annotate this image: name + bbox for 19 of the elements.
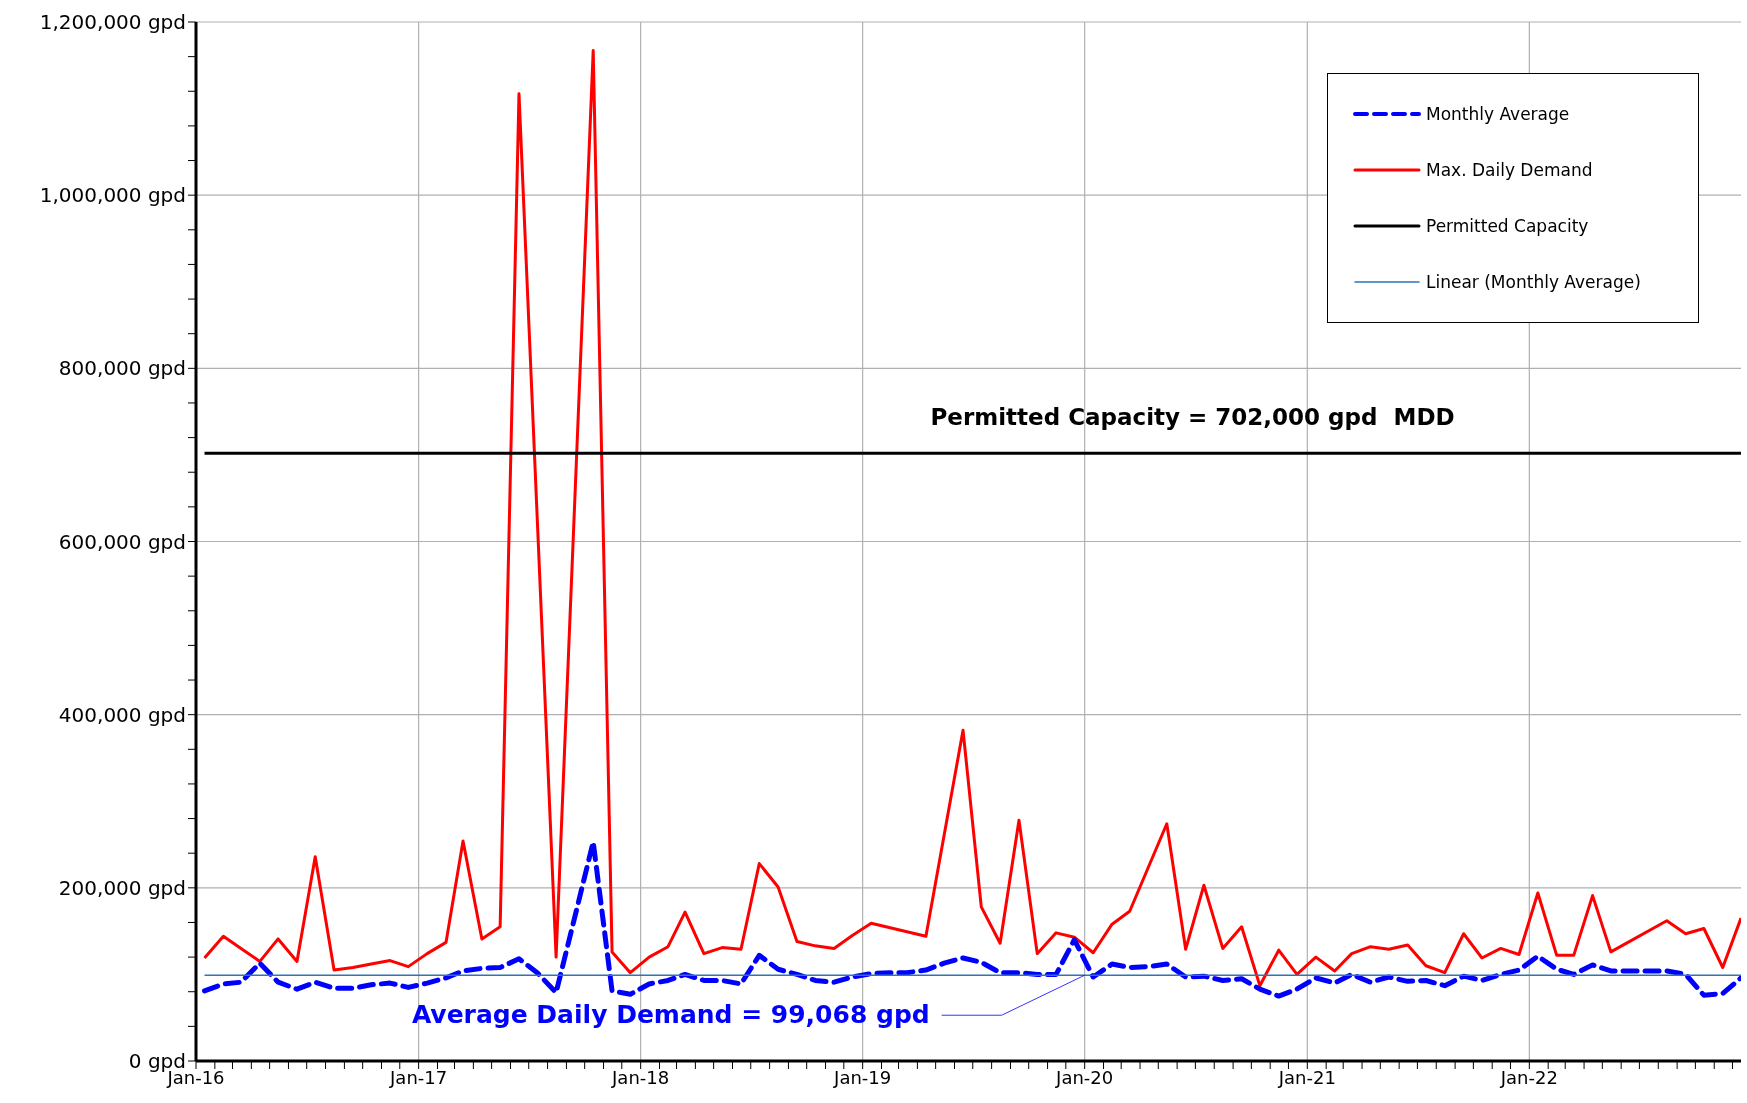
x-tick-label: Jan-21 (1277, 1066, 1336, 1088)
annotation: Permitted Capacity = 702,000 gpd MDD (930, 404, 1455, 431)
x-tick-label: Jan-20 (1055, 1066, 1114, 1088)
x-tick-label: Jan-17 (389, 1066, 448, 1088)
y-tick-label: 1,000,000 gpd (39, 183, 186, 208)
y-tick-label: 600,000 gpd (58, 529, 186, 554)
x-tick-label: Jan-19 (833, 1066, 892, 1088)
y-tick-label: 800,000 gpd (58, 356, 186, 381)
y-tick-label: 1,200,000 gpd (39, 10, 186, 35)
x-tick-label: Jan-22 (1499, 1066, 1558, 1088)
legend-label: Monthly Average (1426, 104, 1570, 124)
x-tick-label: Jan-18 (611, 1066, 670, 1088)
line-series (203, 49, 1741, 988)
annotation: Average Daily Demand = 99,068 gpd (411, 1000, 930, 1030)
legend-label: Linear (Monthly Average) (1426, 272, 1641, 292)
y-tick-label: 200,000 gpd (58, 875, 186, 900)
legend-label: Permitted Capacity (1426, 216, 1589, 236)
y-tick-label: 400,000 gpd (58, 702, 186, 727)
legend-label: Max. Daily Demand (1426, 160, 1593, 180)
